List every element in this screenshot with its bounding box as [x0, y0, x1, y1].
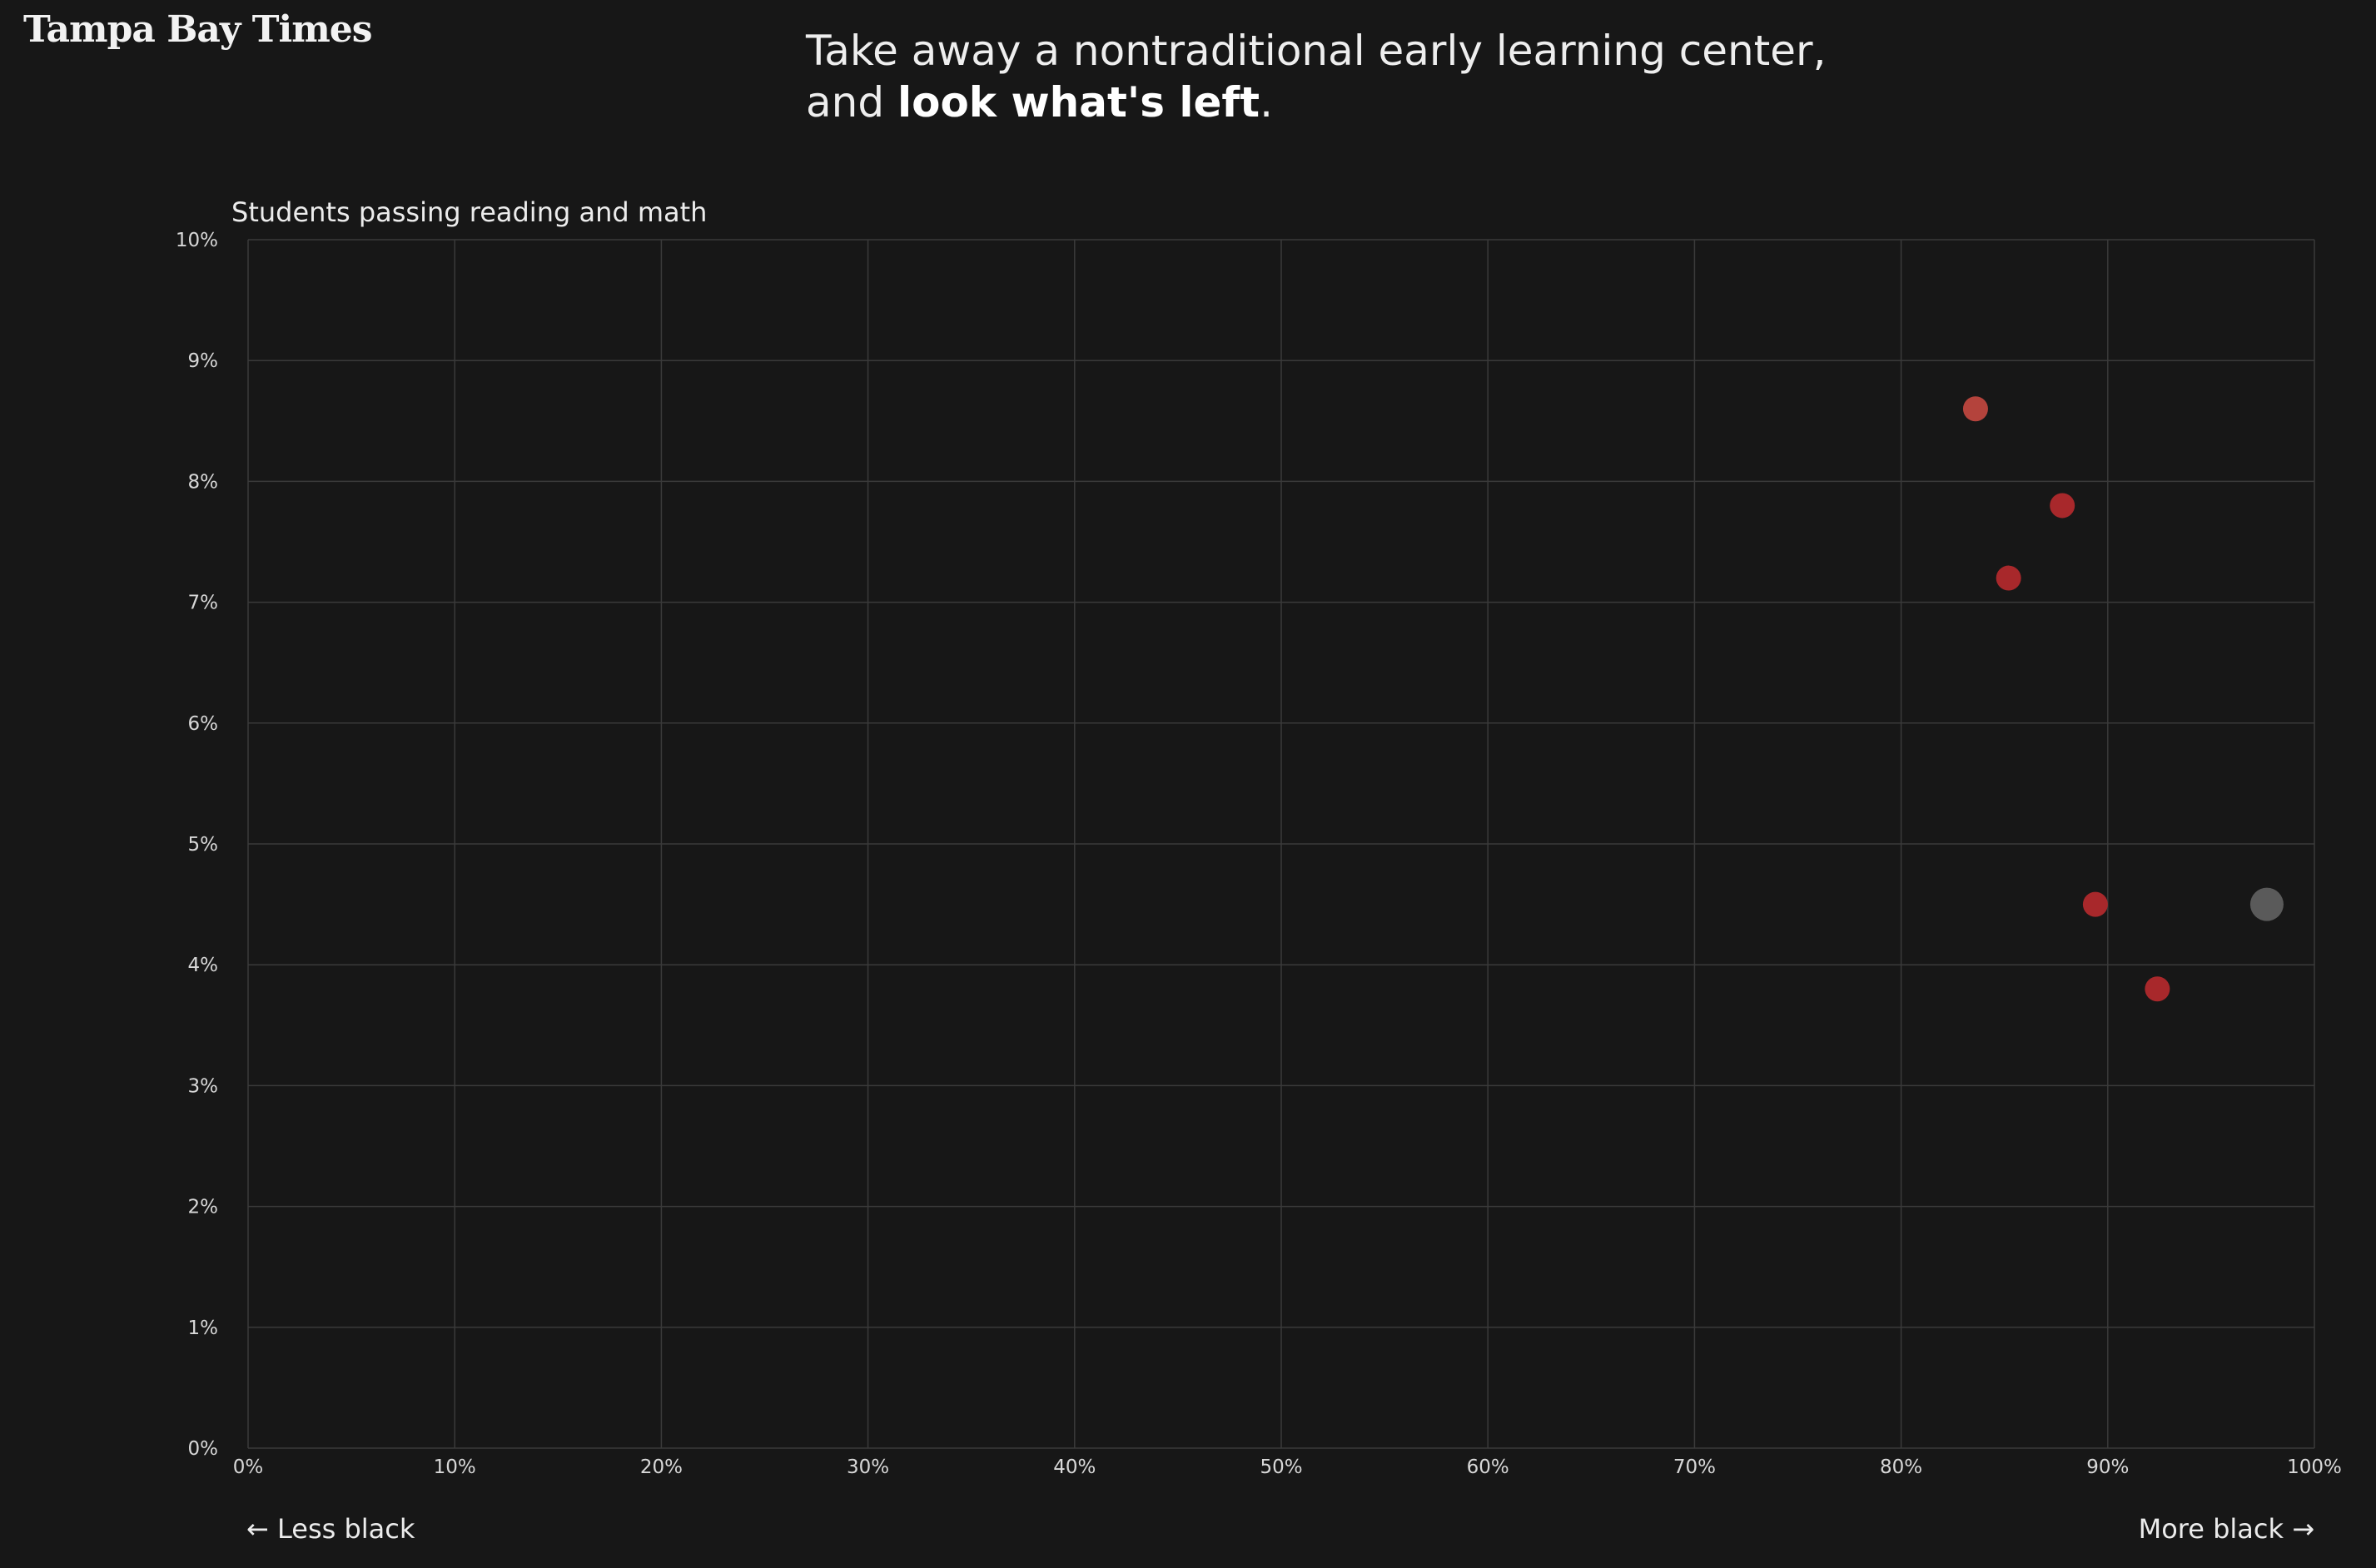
- data-point: [2050, 493, 2075, 519]
- less-black-label: ← Less black: [246, 1513, 415, 1545]
- x-tick-label: 50%: [1260, 1456, 1302, 1478]
- headline: Take away a nontraditional early learnin…: [806, 25, 1827, 128]
- data-point: [2145, 976, 2170, 1002]
- data-point: [1996, 565, 2021, 591]
- y-tick-label: 5%: [188, 834, 219, 856]
- headline-line-2: and look what's left.: [806, 77, 1827, 128]
- headline-emphasis: look what's left: [897, 78, 1260, 127]
- more-black-label: More black →: [2138, 1513, 2314, 1545]
- x-tick-label: 30%: [847, 1456, 889, 1478]
- data-point: [2082, 891, 2108, 917]
- headline-line-2-suffix: .: [1260, 78, 1273, 127]
- y-axis-label: Students passing reading and math: [231, 196, 707, 228]
- y-tick-label: 1%: [188, 1317, 219, 1339]
- data-point: [1962, 396, 1988, 422]
- headline-line-2-prefix: and: [806, 78, 897, 127]
- x-tick-label: 90%: [2086, 1456, 2129, 1478]
- y-tick-label: 2%: [188, 1197, 219, 1218]
- x-tick-label: 80%: [1880, 1456, 1922, 1478]
- y-tick-label: 9%: [188, 350, 219, 372]
- y-tick-label: 6%: [188, 713, 219, 735]
- brand-logo: Tampa Bay Times: [23, 8, 373, 51]
- y-tick-label: 3%: [188, 1075, 219, 1097]
- grid: [247, 239, 2315, 1449]
- data-points: [1962, 396, 2284, 1002]
- y-tick-label: 7%: [188, 593, 219, 614]
- y-axis-ticks: 0% 1% 2% 3% 4% 5% 6% 7% 8% 9% 10%: [176, 230, 218, 1460]
- x-tick-label: 70%: [1673, 1456, 1716, 1478]
- y-tick-label: 8%: [188, 471, 219, 493]
- x-tick-label: 40%: [1053, 1456, 1096, 1478]
- x-tick-label: 60%: [1467, 1456, 1509, 1478]
- y-tick-label: 10%: [176, 230, 218, 251]
- x-tick-label: 10%: [434, 1456, 476, 1478]
- x-axis-ticks: 0% 10% 20% 30% 40% 50% 60% 70% 80% 90% 100%: [233, 1456, 2342, 1478]
- headline-line-1: Take away a nontraditional early learnin…: [806, 27, 1827, 75]
- y-tick-label: 0%: [188, 1438, 219, 1460]
- x-tick-label: 100%: [2287, 1456, 2342, 1478]
- x-tick-label: 0%: [233, 1456, 264, 1478]
- data-point: [2249, 887, 2284, 921]
- y-tick-label: 4%: [188, 955, 219, 976]
- x-tick-label: 20%: [640, 1456, 683, 1478]
